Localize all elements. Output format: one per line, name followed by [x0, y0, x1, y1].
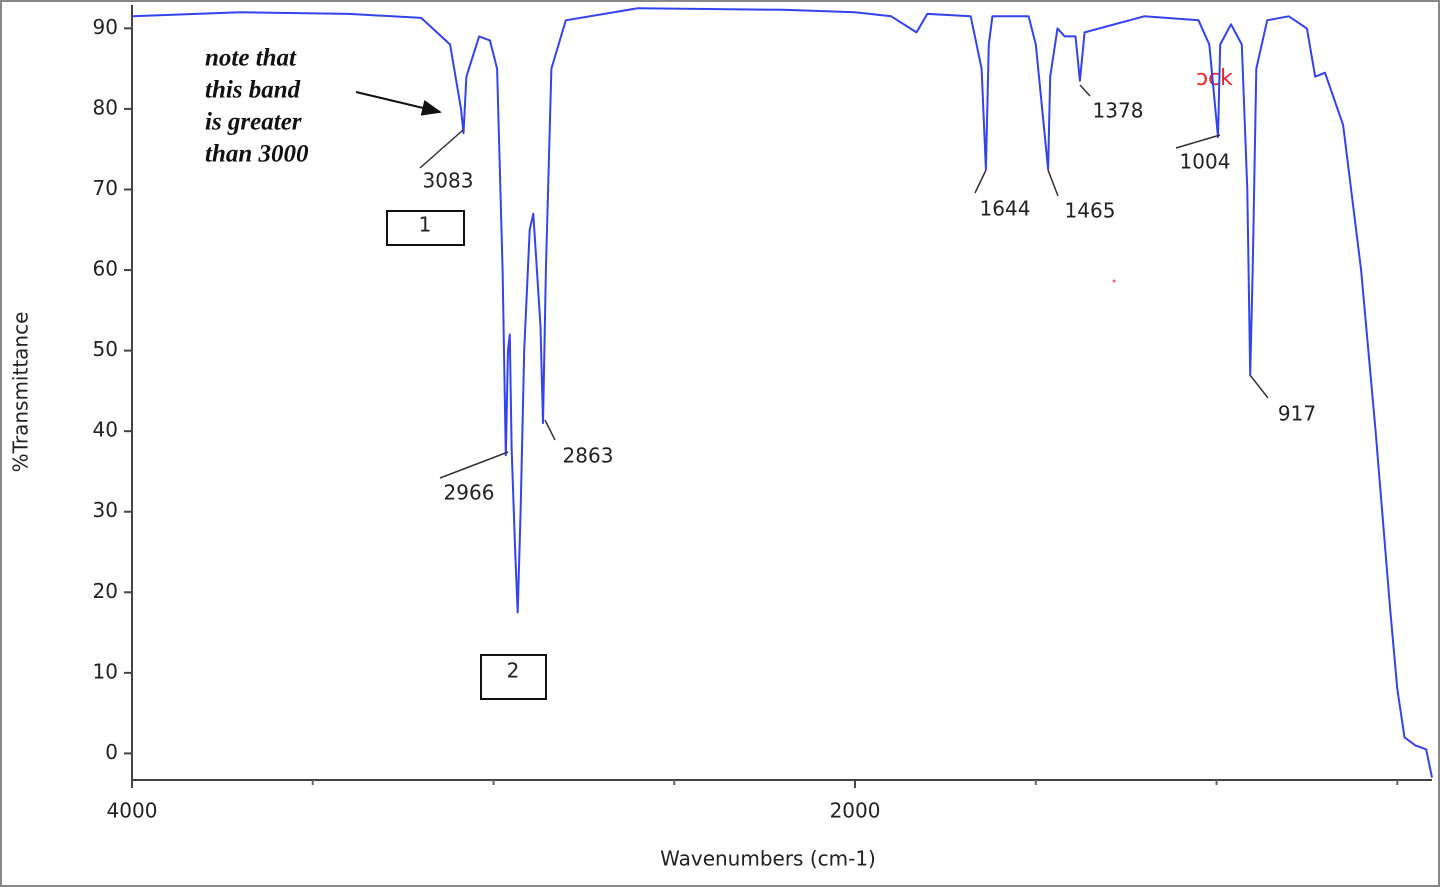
- y-axis-title: %Transmittance: [9, 312, 33, 473]
- note-text: is greater: [205, 109, 302, 136]
- note-text: than 3000: [205, 141, 309, 168]
- x-axis-title: Wavenumbers (cm-1): [660, 847, 876, 871]
- box: [480, 654, 547, 700]
- box-label: 1: [419, 213, 432, 237]
- box: [386, 210, 465, 246]
- y-tick-label: 10: [93, 659, 118, 683]
- note-text: note that: [205, 45, 297, 72]
- leader-line: [1047, 169, 1059, 197]
- y-tick-label: 20: [93, 579, 118, 603]
- note-arrow: [355, 91, 442, 116]
- spectrum-line: [131, 7, 1433, 778]
- stray-dot: [1112, 279, 1116, 283]
- peak-label: 1004: [1180, 150, 1231, 174]
- x-tick-label: 4000: [107, 799, 158, 823]
- stray-text: ɔck: [1196, 66, 1233, 91]
- leader-line: [1249, 374, 1269, 399]
- y-tick-label: 50: [93, 337, 118, 361]
- leader-line: [1079, 84, 1091, 97]
- y-tick-label: 30: [93, 498, 118, 522]
- peak-label: 1378: [1093, 99, 1144, 123]
- peak-label: 1644: [980, 197, 1031, 221]
- leader-line: [544, 419, 556, 441]
- leader-line: [1175, 134, 1221, 149]
- leader-line: [439, 451, 509, 479]
- peak-label: 2863: [563, 444, 614, 468]
- note-text: this band: [205, 77, 301, 104]
- y-tick-label: 80: [93, 95, 118, 119]
- leader-line: [419, 129, 464, 169]
- peak-label: 917: [1278, 402, 1316, 426]
- y-tick-label: 70: [93, 176, 118, 200]
- peak-label: 2966: [444, 481, 495, 505]
- box-label: 2: [507, 659, 520, 683]
- leader-line: [974, 169, 987, 194]
- y-tick-label: 60: [93, 257, 118, 281]
- y-tick-label: 0: [105, 740, 118, 764]
- peak-label: 1465: [1065, 199, 1116, 223]
- y-tick-label: 90: [93, 15, 118, 39]
- x-tick-label: 2000: [830, 799, 881, 823]
- peak-label: 3083: [423, 169, 474, 193]
- y-tick-label: 40: [93, 418, 118, 442]
